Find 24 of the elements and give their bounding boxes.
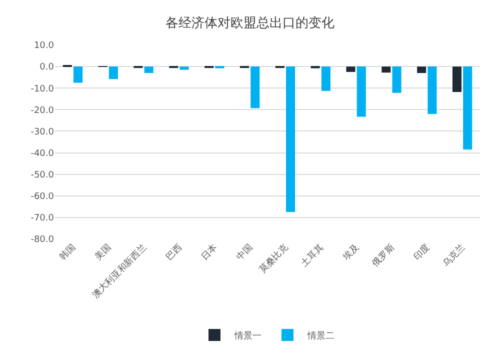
x-tick-label: 莫桑比克 bbox=[257, 242, 291, 276]
x-tick-label: 中国 bbox=[234, 242, 256, 263]
y-tick-label: -10.0 bbox=[30, 84, 54, 94]
chart-title: 各经济体对欧盟总出口的变化 bbox=[166, 16, 334, 32]
x-tick-label: 韩国 bbox=[58, 242, 78, 263]
y-tick-label: 10.0 bbox=[34, 41, 54, 52]
y-tick-label: -80.0 bbox=[30, 235, 54, 246]
x-tick-label: 日本 bbox=[199, 242, 220, 263]
x-tick-label: 俄罗斯 bbox=[370, 242, 397, 269]
x-tick-label: 乌克兰 bbox=[440, 242, 468, 269]
y-tick-label: -40.0 bbox=[30, 148, 54, 159]
x-tick-label: 巴西 bbox=[164, 242, 184, 263]
x-tick-label: 美国 bbox=[92, 242, 114, 263]
x-tick-label: 埃及 bbox=[340, 242, 362, 264]
y-tick-label: -60.0 bbox=[30, 192, 54, 202]
y-tick-label: -50.0 bbox=[30, 170, 54, 180]
y-tick-label: -30.0 bbox=[30, 127, 54, 138]
x-tick-label: 土耳其 bbox=[299, 242, 326, 269]
x-tick-label: 印度 bbox=[412, 242, 432, 263]
legend-label: 情景一 bbox=[234, 330, 262, 342]
y-tick-label: -70.0 bbox=[30, 214, 54, 224]
y-tick-label: -20.0 bbox=[30, 106, 54, 116]
y-tick-label: 0.0 bbox=[40, 62, 54, 73]
legend-label: 情景二 bbox=[306, 330, 334, 342]
